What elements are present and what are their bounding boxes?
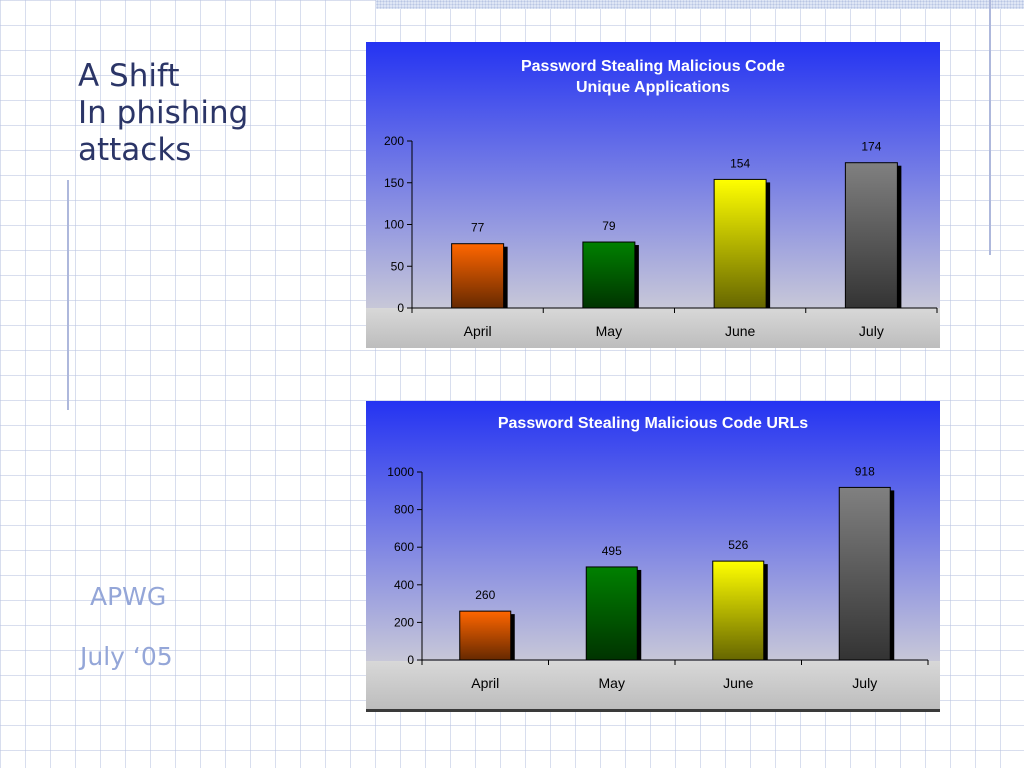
y-tick-label: 100: [384, 218, 404, 232]
y-tick-label: 600: [394, 540, 414, 554]
data-label-april: 77: [471, 221, 485, 235]
chart-code-urls: 0 200 400 600 800 1000 260 April 495 May 526 June 91…: [366, 401, 940, 714]
y-tick-label: 150: [384, 176, 404, 190]
bar-shade-june: [714, 179, 767, 308]
chart-bottom-border: [366, 709, 940, 712]
x-tick-label-may: May: [599, 675, 625, 691]
data-label-april: 260: [475, 588, 495, 602]
y-tick-label: 200: [384, 134, 404, 148]
y-tick-label: 50: [391, 259, 405, 273]
chart-title-line-2: Unique Applications: [575, 79, 731, 96]
bar-shade-july: [839, 487, 891, 660]
y-tick-label: 1000: [387, 465, 414, 479]
y-tick-label: 200: [394, 615, 414, 629]
chart-code-urls-svg: 0 200 400 600 800 1000 260 April 495 May 526 June 91…: [366, 401, 940, 712]
bar-shade-may: [586, 566, 638, 660]
data-label-june: 154: [730, 156, 750, 170]
x-tick-label-june: June: [725, 323, 756, 339]
chart-floor: [366, 661, 940, 709]
bar-shade-april: [459, 611, 511, 660]
x-tick-label-june: June: [723, 675, 754, 691]
chart-title: Password Stealing Malicious Code Unique …: [366, 56, 940, 98]
top-decorative-strip: [376, 0, 1024, 9]
data-label-july: 174: [861, 140, 881, 154]
title-line-2: In phishing: [78, 95, 249, 131]
right-vertical-accent: [989, 0, 991, 255]
x-tick-label-july: July: [859, 323, 884, 339]
y-tick-label: 0: [407, 653, 414, 667]
chart-title: Password Stealing Malicious Code URLs: [366, 413, 940, 434]
slide-title: A Shift In phishing attacks: [78, 58, 248, 169]
data-label-july: 918: [855, 464, 875, 478]
title-line-3: attacks: [78, 132, 192, 168]
org-label: APWG: [90, 582, 167, 611]
bar-shade-april: [451, 243, 504, 308]
y-tick-label: 400: [394, 578, 414, 592]
data-label-may: 495: [602, 544, 622, 558]
bar-shade-july: [845, 162, 898, 308]
x-tick-label-july: July: [852, 675, 877, 691]
left-vertical-accent: [67, 180, 69, 410]
chart-title-line-1: Password Stealing Malicious Code URLs: [497, 415, 809, 432]
title-line-1: A Shift: [78, 58, 180, 94]
chart-unique-applications-svg: 0 50 100 150 200 77 April 79 May 154 June 174 July: [366, 42, 940, 348]
x-tick-label-may: May: [596, 323, 622, 339]
x-tick-label-april: April: [471, 675, 499, 691]
x-tick-label-april: April: [464, 323, 492, 339]
data-label-may: 79: [602, 219, 616, 233]
y-tick-label: 800: [394, 503, 414, 517]
bar-shade-june: [712, 561, 764, 660]
chart-floor: [366, 308, 940, 348]
chart-title-line-1: Password Stealing Malicious Code: [520, 58, 786, 75]
data-label-june: 526: [728, 538, 748, 552]
chart-unique-applications: 0 50 100 150 200 77 April 79 May 154 June 174 July P…: [366, 42, 940, 349]
bar-shade-may: [582, 242, 635, 308]
y-tick-label: 0: [397, 301, 404, 315]
date-label: July ‘05: [80, 642, 173, 671]
